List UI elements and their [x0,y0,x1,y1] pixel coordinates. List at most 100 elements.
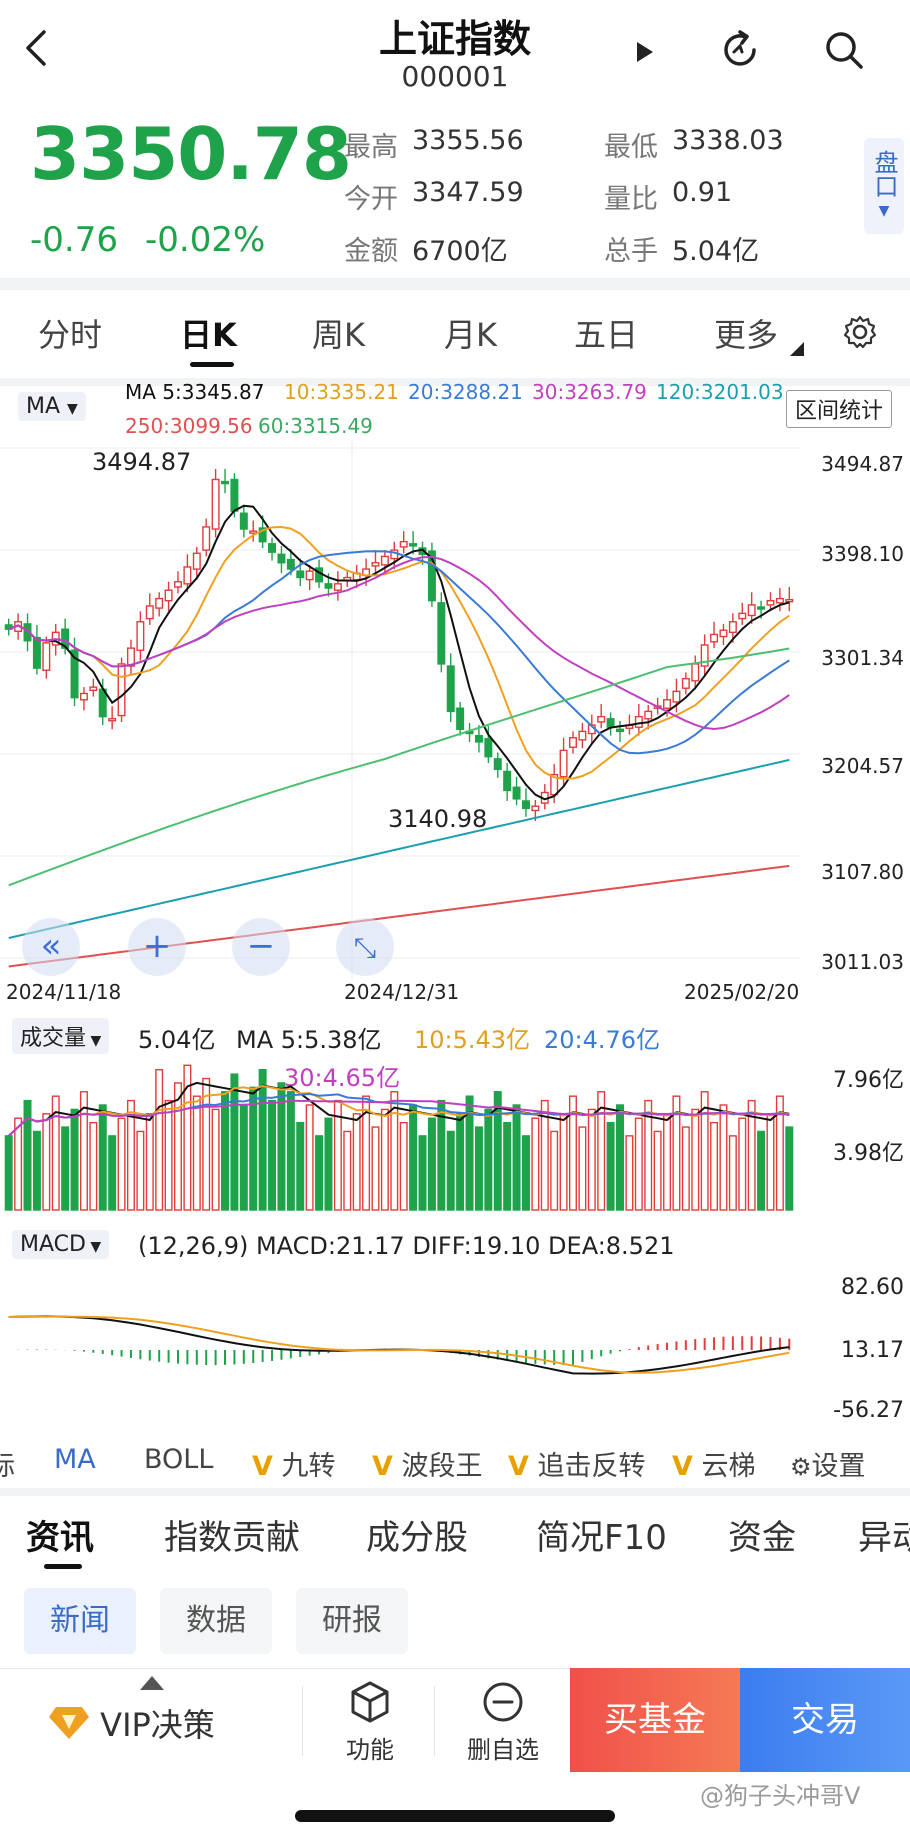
zoom-out-button[interactable]: − [232,918,290,976]
candle-body [258,527,267,543]
volume-selector[interactable]: 成交量 ▼ [12,1018,110,1054]
tab-news[interactable]: 资讯 [26,1518,94,1558]
candle-body [230,478,239,512]
indicator-label: 波段王 [401,1451,483,1482]
indicator-jiuzhuan[interactable]: V 九转 [252,1444,336,1483]
indicator-partial[interactable]: 标 [0,1451,15,1482]
expand-up-icon[interactable] [140,1676,164,1690]
ma-selector-label: MA [26,394,61,419]
volume-ma30-line [8,1099,790,1137]
back-icon[interactable] [22,28,52,68]
range-stat-button[interactable]: 区间统计 [786,390,893,428]
subtab-research[interactable]: 研报 [296,1588,408,1654]
macd-dea-line [8,1315,790,1374]
indicator-label: 云梯 [701,1451,756,1482]
volume-ma10: 10:5.43亿 [414,1026,531,1054]
divider [434,1686,435,1756]
volume-bar [371,1126,380,1211]
volume-bar [747,1099,756,1211]
subtab-news[interactable]: 新闻 [24,1588,136,1654]
indicator-boduanwang[interactable]: V 波段王 [372,1444,483,1483]
plus-icon: + [142,926,172,966]
indicator-boll[interactable]: BOLL [144,1444,214,1475]
indicator-ma[interactable]: MA [54,1444,96,1475]
divider [0,1488,910,1496]
tab-intraday[interactable]: 分时 [38,316,103,354]
tab-abnormal[interactable]: 异动 [858,1518,910,1558]
subtab-data[interactable]: 数据 [160,1588,272,1654]
vip-decision-button[interactable]: VIP决策 [48,1700,215,1746]
zoom-in-button[interactable]: + [128,918,186,976]
y-axis-label: 3107.80 [821,860,904,884]
volume-bar [61,1126,70,1211]
volume-bar [202,1077,211,1211]
volume-bar [474,1126,483,1211]
candle-body [634,715,643,728]
function-button[interactable]: 功能 [330,1680,410,1765]
volume-bar [616,1104,625,1211]
trade-button[interactable]: 交易 [740,1668,910,1772]
buy-fund-button[interactable]: 买基金 [570,1668,740,1772]
indicator-zhuijifanzhuan[interactable]: V 追击反转 [508,1444,646,1483]
scroll-left-button[interactable]: « [22,918,80,976]
indicator-label: 追击反转 [537,1451,646,1482]
caret-down-icon: ▼ [85,1239,102,1255]
kline-chart[interactable] [0,440,800,980]
indicator-settings[interactable]: ⚙设置 [790,1444,866,1483]
indicator-yunti[interactable]: V 云梯 [672,1444,764,1483]
tab-monthly-k[interactable]: 月K [444,316,497,354]
search-icon[interactable] [822,28,866,72]
candle-body [70,649,79,699]
tab-constituents[interactable]: 成分股 [366,1518,468,1558]
stat-value: 5.04亿 [672,236,760,267]
volume-bar [145,1113,154,1211]
candle-body [268,543,277,553]
v-badge-icon: V [372,1451,393,1482]
macd-selector[interactable]: MACD ▼ [12,1230,110,1259]
candle-body [23,623,32,642]
fullscreen-button[interactable]: ⤡ [336,918,394,976]
volume-bar [597,1091,606,1211]
volume-bar [211,1108,220,1211]
ma-selector[interactable]: MA ▼ [18,392,86,421]
candle-body [474,734,483,743]
volume-bar [98,1104,107,1211]
volume-bar [728,1135,737,1211]
tab-five-day[interactable]: 五日 [574,316,639,354]
ma60-line [8,647,790,887]
candle-body [427,550,436,602]
candle-body [79,692,88,701]
volume-bar [719,1104,728,1211]
volume-bar [663,1113,672,1211]
volume-bar [540,1099,549,1211]
next-stock-icon[interactable] [635,40,655,64]
volume-bar [324,1117,333,1211]
volume-bar [578,1126,587,1211]
tab-weekly-k[interactable]: 周K [312,316,365,354]
tab-f10[interactable]: 简况F10 [536,1518,667,1558]
volume-chart[interactable] [0,1050,800,1216]
refresh-icon[interactable] [718,28,762,72]
volume-bar [42,1113,51,1211]
volume-bar [672,1095,681,1211]
macd-chart[interactable] [0,1260,800,1430]
candle-body [484,738,493,758]
ma120-line [8,758,790,939]
gear-icon: ⚙ [790,1453,812,1481]
tab-index-contribution[interactable]: 指数贡献 [164,1518,300,1558]
candle-body [117,663,126,717]
tab-daily-k[interactable]: 日K [180,316,237,354]
candle-body [512,786,521,800]
tab-more[interactable]: 更多 [714,316,779,354]
candle-body [775,597,784,604]
ma10-value: 10:3335.21 [284,380,399,404]
volume-bar [249,1086,258,1211]
candle-body [747,604,756,617]
tab-funds[interactable]: 资金 [728,1518,796,1558]
low-marker: 3140.98 [388,805,488,833]
x-axis-date: 2024/11/18 [6,980,122,1004]
remove-watchlist-button[interactable]: 删自选 [458,1680,548,1765]
gear-icon[interactable] [842,314,878,350]
stat-label: 总手 [604,236,658,267]
pankou-button[interactable]: 盘口 ▼ [864,138,904,234]
